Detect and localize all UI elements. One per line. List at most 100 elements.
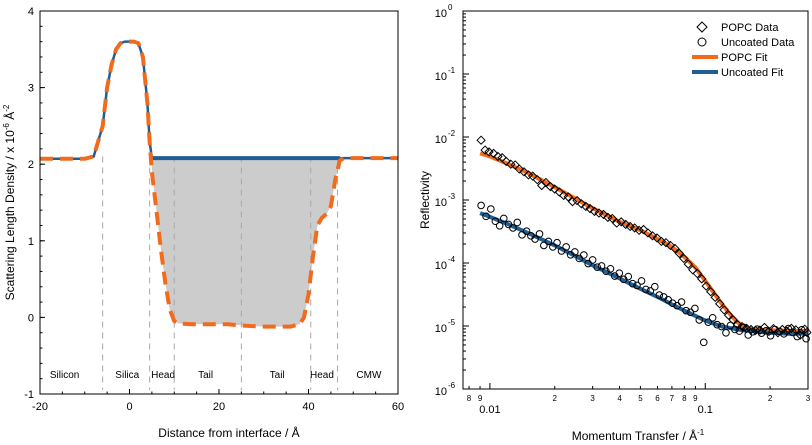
y-tick-label: 10 <box>435 260 447 272</box>
x-minor-label: 5 <box>638 394 643 403</box>
data-point-diamond <box>620 219 631 230</box>
data-point-circle <box>540 241 548 250</box>
data-point-diamond <box>612 218 622 228</box>
data-point-circle <box>495 221 504 230</box>
data-point-diamond <box>800 324 810 334</box>
data-point-circle <box>713 320 721 329</box>
data-point-diamond <box>488 148 499 159</box>
data-point-diamond <box>585 203 595 214</box>
data-point-circle <box>531 235 539 243</box>
region-label: Head <box>151 370 175 381</box>
data-point-circle <box>739 323 748 332</box>
data-point-circle <box>731 325 739 334</box>
region-label: Head <box>310 370 334 381</box>
y-tick-label: 10 <box>435 386 447 398</box>
y-axis-title-part: Å <box>2 112 17 123</box>
y-tick-label: -1 <box>24 389 34 401</box>
data-point-circle <box>628 279 637 288</box>
data-point-circle <box>686 308 695 317</box>
data-point-diamond <box>554 187 565 197</box>
data-point-diamond <box>665 240 676 251</box>
data-point-circle <box>633 281 641 290</box>
data-point-diamond <box>567 196 578 207</box>
y-axis-title: Scattering Length Density / x 10-6 Å-2 <box>2 104 17 300</box>
x-axis-title-part: Momentum Transfer / Å <box>572 428 697 443</box>
data-point-circle <box>606 264 615 273</box>
y-tick-label: 10 <box>435 323 447 335</box>
data-point-diamond <box>697 274 707 284</box>
data-point-circle <box>762 326 770 335</box>
data-point-diamond <box>589 206 600 217</box>
x-tick-label: 40 <box>302 401 314 413</box>
data-point-diamond <box>563 192 573 202</box>
data-point-circle <box>482 212 490 221</box>
data-point-circle <box>704 318 712 326</box>
x-tick-label: -20 <box>32 401 48 413</box>
data-point-circle <box>766 331 775 340</box>
data-point-circle <box>509 224 517 232</box>
y-axis-title-part: -2 <box>2 104 11 112</box>
data-point-circle <box>646 287 655 295</box>
x-axis-title: Distance from interface / Å <box>158 425 299 440</box>
sld-line-solid <box>40 40 398 161</box>
region-label: Silicon <box>50 370 79 381</box>
data-point-circle <box>544 237 553 246</box>
data-point-circle <box>571 248 579 256</box>
data-point-circle <box>518 231 526 239</box>
x-minor-label: 2 <box>553 394 558 403</box>
data-point-circle <box>588 256 597 264</box>
data-point-diamond <box>701 281 711 291</box>
x-axis-title: Momentum Transfer / Å-1 <box>572 428 705 443</box>
data-point-diamond <box>755 325 765 335</box>
y-tick-exponent: -5 <box>448 318 456 327</box>
data-point-diamond <box>710 292 720 303</box>
y-tick-exponent: -6 <box>448 381 456 390</box>
data-point-diamond <box>674 248 685 259</box>
reflectivity-chart: 0.01 0.18 9 2 3 4 5 6 7 8 9 2 310-610-510-410-310-21… <box>418 3 812 443</box>
sld-line-dashed <box>40 39 398 329</box>
y-tick-label: 10 <box>435 134 447 146</box>
x-minor-label: 4 <box>617 394 622 403</box>
fit-line <box>479 151 809 334</box>
data-point-diamond <box>634 225 644 236</box>
data-point-diamond <box>719 305 729 315</box>
data-point-circle <box>748 327 757 336</box>
data-point-circle <box>673 301 681 310</box>
data-point-diamond <box>527 171 538 181</box>
data-point-circle <box>491 217 500 226</box>
sld-profile-chart: -20 0 20 40 60 -1 0 1 2 3 4 Silicon Silica Head Tail Ta… <box>2 6 404 440</box>
data-point-diamond <box>598 209 609 220</box>
data-point-circle <box>691 304 699 313</box>
y-tick-label: 10 <box>435 71 447 83</box>
data-point-diamond <box>692 268 702 279</box>
y-axis-title-part: Scattering Length Density / x 10 <box>3 130 17 300</box>
y-tick-label: 10 <box>435 197 447 209</box>
data-point-circle <box>722 328 730 337</box>
data-point-diamond <box>501 156 511 167</box>
data-point-diamond <box>679 253 689 264</box>
data-point-circle <box>487 205 495 213</box>
y-tick-label: 0 <box>28 312 34 324</box>
x-tick-label: 0.01 <box>479 404 500 416</box>
data-point-circle <box>650 282 659 291</box>
data-point-diamond <box>723 310 734 320</box>
data-point-circle <box>797 326 806 334</box>
data-point-diamond <box>541 177 551 188</box>
legend-label: POPC Data <box>721 22 779 34</box>
y-tick-exponent: -1 <box>448 66 456 75</box>
data-point-circle <box>726 321 735 330</box>
region-label: CMW <box>356 370 382 381</box>
region-label: Tail <box>198 370 213 381</box>
x-tick-label: 0.1 <box>698 404 713 416</box>
data-point-circle <box>802 334 810 343</box>
y-tick-label: 10 <box>435 8 447 20</box>
data-point-circle <box>557 247 566 255</box>
data-point-diamond <box>616 217 626 227</box>
y-tick-exponent: -2 <box>448 129 456 138</box>
data-point-diamond <box>532 174 543 185</box>
y-tick-label: 2 <box>28 159 34 171</box>
data-point-circle <box>593 263 602 271</box>
data-point-diamond <box>688 265 698 275</box>
x-minor-label: 9 <box>693 394 698 403</box>
